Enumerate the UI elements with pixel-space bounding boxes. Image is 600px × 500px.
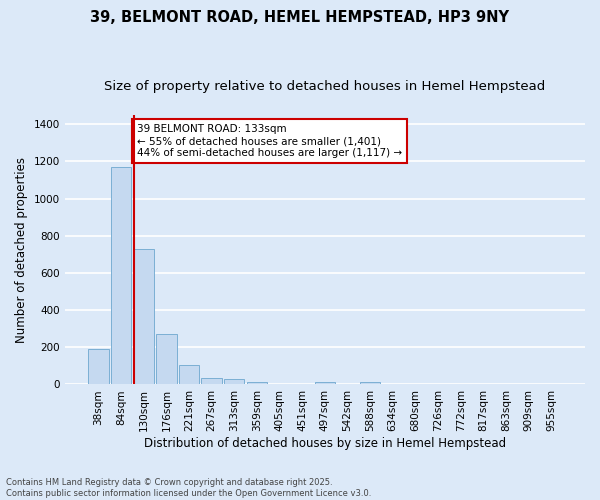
Bar [111, 167, 131, 384]
Bar [360, 382, 380, 384]
Y-axis label: Number of detached properties: Number of detached properties [15, 156, 28, 342]
Bar [179, 364, 199, 384]
Bar [202, 378, 222, 384]
Bar [88, 348, 109, 384]
Text: 39 BELMONT ROAD: 133sqm
← 55% of detached houses are smaller (1,401)
44% of semi: 39 BELMONT ROAD: 133sqm ← 55% of detache… [137, 124, 402, 158]
Bar [314, 382, 335, 384]
Text: 39, BELMONT ROAD, HEMEL HEMPSTEAD, HP3 9NY: 39, BELMONT ROAD, HEMEL HEMPSTEAD, HP3 9… [91, 10, 509, 25]
X-axis label: Distribution of detached houses by size in Hemel Hempstead: Distribution of detached houses by size … [144, 437, 506, 450]
Text: Contains HM Land Registry data © Crown copyright and database right 2025.
Contai: Contains HM Land Registry data © Crown c… [6, 478, 371, 498]
Bar [224, 380, 244, 384]
Title: Size of property relative to detached houses in Hemel Hempstead: Size of property relative to detached ho… [104, 80, 545, 93]
Bar [156, 334, 176, 384]
Bar [134, 249, 154, 384]
Bar [247, 382, 267, 384]
